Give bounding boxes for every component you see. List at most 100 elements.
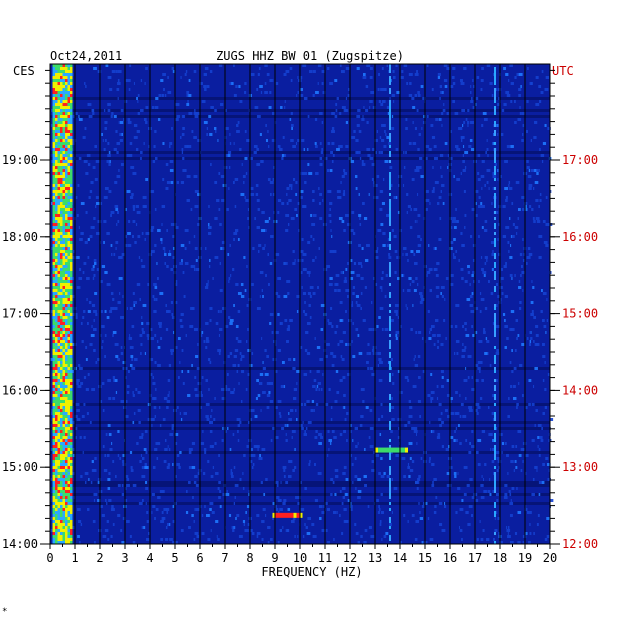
low-frequency-band-cell	[55, 430, 58, 433]
low-frequency-band-cell	[52, 112, 55, 115]
noise-streak	[266, 394, 271, 397]
noise-streak	[503, 103, 507, 106]
noise-streak	[100, 202, 103, 205]
noise-streak	[143, 448, 147, 451]
noise-streak	[80, 523, 83, 526]
noise-streak	[218, 496, 221, 499]
noise-streak	[120, 109, 124, 112]
low-frequency-band-cell	[67, 244, 70, 247]
low-frequency-band-cell	[70, 367, 73, 370]
noise-streak	[169, 250, 171, 253]
low-frequency-band-cell	[62, 310, 65, 313]
noise-streak	[504, 442, 507, 445]
low-frequency-band-cell	[52, 259, 55, 262]
noise-streak	[187, 394, 191, 397]
persistent-line-cell	[389, 421, 391, 424]
noise-streak	[471, 496, 476, 499]
noise-streak	[486, 139, 488, 142]
noise-streak	[244, 289, 247, 292]
persistent-line-cell	[389, 319, 391, 322]
noise-streak	[200, 442, 205, 445]
noise-streak	[358, 193, 360, 196]
persistent-line-cell	[389, 367, 391, 370]
noise-streak	[163, 88, 165, 91]
low-frequency-band-cell	[57, 391, 60, 394]
low-frequency-band-cell	[67, 214, 70, 217]
noise-streak	[274, 370, 278, 373]
low-frequency-band-cell	[67, 541, 70, 544]
low-frequency-band-cell	[65, 82, 68, 85]
noise-streak	[141, 322, 144, 325]
noise-streak	[277, 499, 282, 502]
low-frequency-band-cell	[70, 355, 73, 358]
noise-streak	[251, 466, 254, 469]
noise-streak	[414, 220, 416, 223]
low-frequency-band-cell	[57, 328, 60, 331]
utc-time-label: 13:00	[562, 460, 598, 474]
low-frequency-band-cell	[55, 496, 58, 499]
noise-streak	[163, 460, 167, 463]
noise-streak	[300, 346, 303, 349]
noise-streak	[105, 64, 109, 67]
noise-streak	[446, 112, 449, 115]
noise-streak	[421, 541, 424, 544]
persistent-line-cell	[494, 226, 496, 229]
noise-streak	[290, 79, 293, 82]
noise-streak	[306, 271, 311, 274]
noise-streak	[522, 133, 524, 136]
noise-streak	[542, 412, 545, 415]
noise-streak	[412, 121, 414, 124]
low-frequency-band-cell	[70, 391, 73, 394]
low-frequency-band-cell	[65, 427, 68, 430]
low-frequency-band-cell	[52, 193, 55, 196]
noise-streak	[521, 112, 526, 115]
noise-streak	[309, 295, 312, 298]
noise-streak	[135, 148, 139, 151]
low-frequency-band-cell	[70, 523, 73, 526]
persistent-line-cell	[389, 139, 391, 142]
noise-streak	[257, 394, 261, 397]
noise-streak	[395, 454, 399, 457]
noise-streak	[510, 100, 513, 103]
persistent-line-cell	[389, 325, 391, 328]
x-tick-label: 6	[196, 551, 203, 565]
low-frequency-band-cell	[65, 259, 68, 262]
noise-streak	[501, 442, 505, 445]
persistent-line-cell	[389, 454, 391, 457]
noise-streak	[141, 475, 146, 478]
low-frequency-band-cell	[55, 319, 58, 322]
noise-streak	[354, 457, 357, 460]
noise-streak	[339, 433, 343, 436]
noise-streak	[153, 145, 156, 148]
low-frequency-band-cell	[60, 85, 63, 88]
noise-streak	[197, 382, 202, 385]
noise-streak	[382, 244, 386, 247]
low-frequency-band-cell	[57, 103, 60, 106]
low-frequency-band-cell	[52, 82, 55, 85]
low-frequency-band-cell	[52, 211, 55, 214]
noise-streak	[228, 277, 231, 280]
noise-streak	[531, 280, 533, 283]
noise-streak	[111, 253, 113, 256]
low-frequency-band-cell	[62, 475, 65, 478]
low-frequency-band-cell	[60, 385, 63, 388]
noise-streak	[108, 103, 111, 106]
low-frequency-band-cell	[62, 457, 65, 460]
low-frequency-band-cell	[62, 538, 65, 541]
noise-streak	[302, 268, 307, 271]
low-frequency-band-cell	[57, 247, 60, 250]
low-frequency-band-cell	[52, 127, 55, 130]
noise-streak	[425, 199, 430, 202]
noise-streak	[205, 403, 210, 406]
noise-streak	[534, 121, 538, 124]
noise-streak	[83, 436, 86, 439]
noise-streak	[78, 520, 82, 523]
noise-streak	[303, 310, 306, 313]
noise-streak	[95, 202, 100, 205]
low-frequency-band-cell	[57, 142, 60, 145]
low-frequency-band-cell	[70, 403, 73, 406]
low-frequency-band-cell	[62, 85, 65, 88]
noise-streak	[545, 76, 550, 79]
noise-streak	[441, 529, 446, 532]
noise-streak	[301, 172, 305, 175]
